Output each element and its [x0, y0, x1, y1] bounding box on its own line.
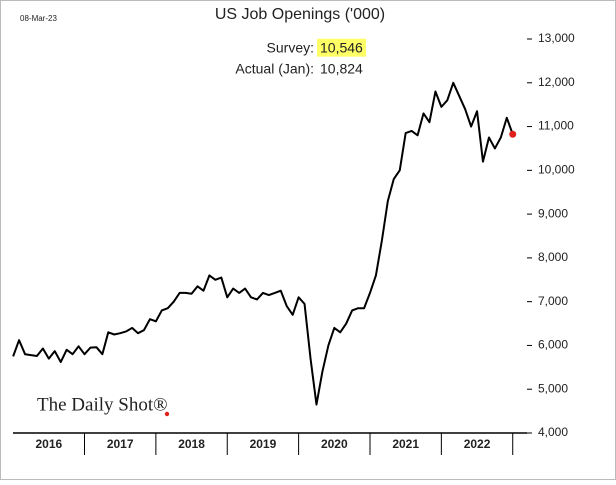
x-tick-label: 2016 — [35, 437, 62, 451]
x-tick-label: 2018 — [178, 437, 205, 451]
source-logo: The Daily Shot® — [37, 394, 168, 415]
highlight — [317, 38, 367, 57]
y-tick-label: 9,000 — [538, 206, 568, 220]
annotation-value: 10,546 — [320, 40, 363, 56]
y-tick-label: 8,000 — [538, 250, 568, 264]
date-label: 08-Mar-23 — [20, 14, 57, 23]
y-tick-label: 11,000 — [538, 119, 574, 133]
annotation-value: 10,824 — [320, 61, 363, 77]
annotation-label: Actual (Jan): — [235, 61, 314, 77]
y-tick-label: 13,000 — [538, 31, 575, 45]
x-tick-label: 2021 — [392, 437, 419, 451]
y-tick-label: 10,000 — [538, 163, 575, 177]
y-tick-label: 12,000 — [538, 75, 575, 89]
last-point — [509, 130, 517, 138]
logo-dot — [164, 411, 170, 417]
y-tick-label: 7,000 — [538, 294, 568, 308]
y-tick-label: 6,000 — [538, 338, 568, 352]
x-tick-label: 2022 — [464, 437, 491, 451]
x-tick-label: 2020 — [321, 437, 348, 451]
x-tick-label: 2017 — [107, 437, 134, 451]
series-line — [12, 81, 514, 406]
x-tick-label: 2019 — [250, 437, 277, 451]
y-tick-label: 4,000 — [538, 425, 568, 439]
annotation-label: Survey: — [267, 40, 314, 56]
y-tick-label: 5,000 — [538, 381, 568, 395]
chart-title: US Job Openings ('000) — [215, 6, 385, 23]
